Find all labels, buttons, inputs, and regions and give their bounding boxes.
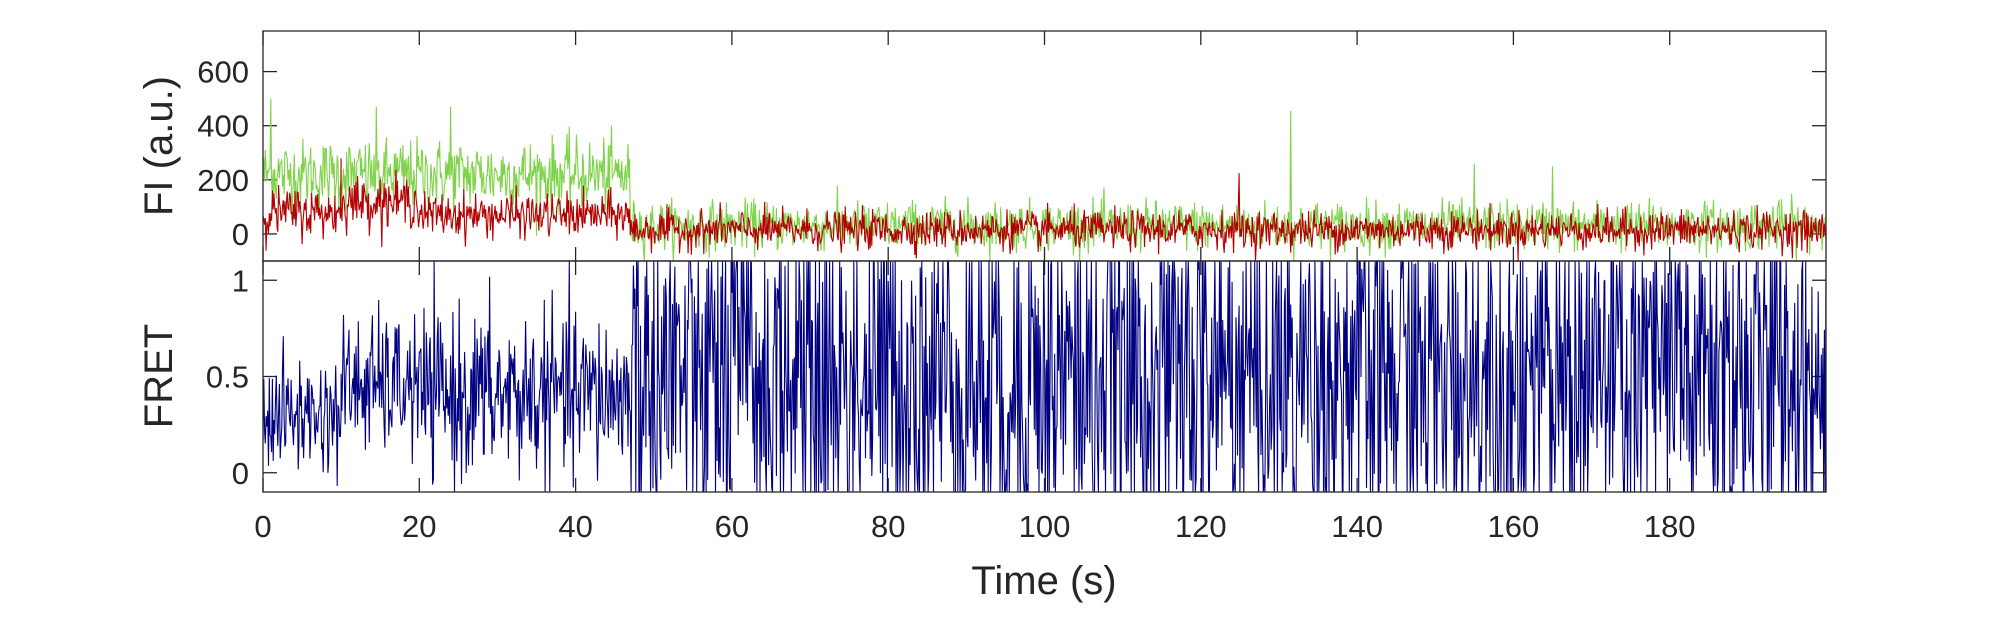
x-tick-label: 160 (1488, 509, 1540, 544)
x-tick-label: 0 (254, 509, 271, 544)
intensity-y-axis-label: FI (a.u.) (137, 76, 181, 216)
y-tick-label: 0 (232, 217, 249, 252)
fret-series (262, 259, 1827, 493)
x-tick-label: 180 (1644, 509, 1696, 544)
fret-axes-frame (262, 260, 1827, 493)
fret-y-axis-label: FRET (137, 324, 181, 428)
y-tick-label: 1 (232, 263, 249, 298)
intensity-series-1-line (262, 158, 1827, 262)
x-axis-label: Time (s) (971, 559, 1116, 603)
x-tick-label: 80 (871, 509, 905, 544)
y-tick-label: 0 (232, 456, 249, 491)
x-tick-label: 120 (1175, 509, 1227, 544)
fret-panel: 0 0.5 1 0 20 40 60 80 100 120 140 160 180 FRET Time … (137, 259, 1827, 603)
x-tick-label: 20 (402, 509, 436, 544)
x-tick-label: 140 (1331, 509, 1383, 544)
intensity-y-ticks: 0 200 400 600 (197, 31, 1826, 261)
x-tick-label: 60 (715, 509, 749, 544)
y-tick-label: 0.5 (206, 360, 249, 395)
fret-ticks: 0 0.5 1 0 20 40 60 80 100 120 140 160 180 (206, 261, 1826, 544)
intensity-panel: 0 200 400 600 FI (a.u.) (137, 30, 1827, 262)
fret-series-0-line (262, 259, 1827, 493)
y-tick-label: 400 (197, 109, 249, 144)
y-tick-label: 600 (197, 55, 249, 90)
x-tick-label: 100 (1019, 509, 1071, 544)
y-tick-label: 200 (197, 163, 249, 198)
x-tick-label: 40 (558, 509, 592, 544)
intensity-series (262, 98, 1827, 262)
